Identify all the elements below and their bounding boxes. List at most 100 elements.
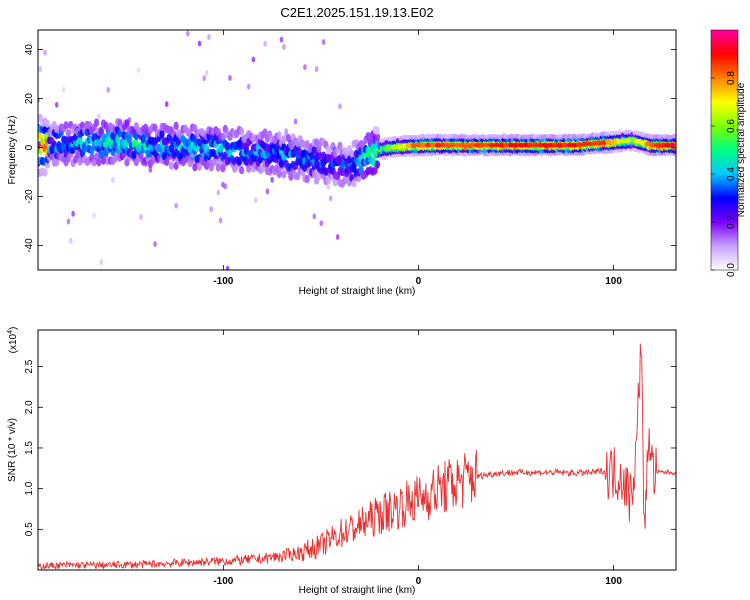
heat-cell xyxy=(251,56,256,63)
heat-cell xyxy=(444,142,451,148)
heat-cell xyxy=(390,144,398,150)
heat-cell xyxy=(239,165,245,175)
heat-cell xyxy=(532,142,539,148)
colorbar-ticks: 0.0 0.2 0.4 0.6 0.8 xyxy=(711,71,737,277)
heat-cell xyxy=(279,36,284,43)
heat-cell xyxy=(385,145,393,150)
heat-cell xyxy=(542,142,549,148)
colorbar: 0.0 0.2 0.4 0.6 0.8 Normalized spectral ampl… xyxy=(710,29,747,277)
spectrogram-heatmap xyxy=(38,30,676,270)
heat-cell xyxy=(42,168,48,177)
snr-series-line xyxy=(38,343,676,570)
heat-cell xyxy=(507,142,515,148)
heat-cell xyxy=(106,86,111,93)
heat-cell xyxy=(639,140,647,146)
heat-cell xyxy=(202,75,207,82)
heat-cell xyxy=(566,142,573,148)
heat-cell xyxy=(400,143,408,149)
heat-cell xyxy=(551,142,559,148)
heat-cell xyxy=(311,169,317,179)
heat-cell xyxy=(63,121,69,130)
heat-cell xyxy=(65,128,72,138)
heat-cell xyxy=(349,149,355,158)
heat-cell xyxy=(415,142,422,148)
spectrogram-axes: -100 0 100 -40 -20 0 20 40 xyxy=(24,30,676,287)
x-tick-label: -100 xyxy=(213,576,233,587)
heat-cell xyxy=(262,128,268,137)
heat-cell xyxy=(153,241,157,248)
heat-cell xyxy=(624,138,632,144)
heat-cell xyxy=(246,83,251,90)
heat-cell xyxy=(503,142,510,148)
spectrogram-frame xyxy=(37,29,677,271)
heat-cell xyxy=(629,137,637,143)
colorbar-gradient xyxy=(710,29,739,271)
y-tick-label: 40 xyxy=(24,44,35,56)
heat-cell xyxy=(454,142,461,148)
heat-cell xyxy=(192,162,198,172)
x-tick-label: 100 xyxy=(605,576,622,587)
x-tick-label: 0 xyxy=(416,276,422,287)
y-tick-label: 1.0 xyxy=(24,481,35,495)
heat-cell xyxy=(615,139,622,144)
heat-cell xyxy=(168,161,175,170)
colorbar-tick-label: 0.0 xyxy=(726,263,737,277)
colorbar-tick-label: 0.2 xyxy=(726,215,737,229)
heat-cell xyxy=(71,210,75,217)
heat-cell xyxy=(218,217,223,224)
heat-cell xyxy=(556,142,564,148)
heat-cell xyxy=(265,188,270,195)
heat-cell xyxy=(239,127,245,136)
y-tick-label: -20 xyxy=(24,189,35,204)
colorbar-tick-label: 0.6 xyxy=(726,119,737,133)
heat-cell xyxy=(351,178,357,188)
heat-cell xyxy=(488,142,495,148)
y-tick-label: -40 xyxy=(24,238,35,253)
snr-x-label: Height of straight line (km) xyxy=(299,585,416,596)
heat-cell xyxy=(93,118,100,127)
heat-cell xyxy=(49,152,55,161)
heat-cell xyxy=(276,131,282,140)
heat-cell xyxy=(367,137,374,146)
heat-cell xyxy=(136,67,141,74)
heat-cell xyxy=(143,160,148,167)
heat-cell xyxy=(223,183,228,190)
heat-cell xyxy=(54,158,60,167)
spectrogram-panel: -100 0 100 -40 -20 0 20 40 Height of straight l… xyxy=(7,29,677,297)
heat-cell xyxy=(209,206,214,213)
heat-cell xyxy=(126,133,132,142)
heat-cell xyxy=(478,142,486,148)
heat-cell xyxy=(148,166,153,173)
heat-cell xyxy=(38,131,43,140)
heat-cell xyxy=(99,259,104,266)
heat-cell xyxy=(595,140,603,146)
heat-cell xyxy=(319,220,324,227)
y-tick-label: 2.0 xyxy=(24,400,35,414)
heat-cell xyxy=(634,139,642,144)
heat-cell xyxy=(293,118,298,125)
heat-cell xyxy=(649,142,656,148)
heat-cell xyxy=(449,142,456,148)
heat-cell xyxy=(468,142,476,148)
heat-cell xyxy=(96,158,102,167)
heat-cell xyxy=(668,142,676,148)
heat-cell xyxy=(464,142,471,148)
heat-cell xyxy=(127,117,132,124)
heat-cell xyxy=(493,142,500,148)
heat-cell xyxy=(326,183,331,190)
heat-cell xyxy=(54,101,59,108)
y-tick-label: 0.5 xyxy=(24,522,35,536)
heat-cell xyxy=(225,142,231,151)
heat-cell xyxy=(546,142,554,148)
snr-line xyxy=(38,343,676,570)
snr-frame xyxy=(37,329,677,571)
y-tick-label: 1.5 xyxy=(24,441,35,455)
heat-cell xyxy=(100,156,107,165)
heat-cell xyxy=(159,129,165,139)
heat-cell xyxy=(43,49,47,56)
snr-axes: -100 0 100 0.5 1.0 1.5 2.0 2.5 xyxy=(24,330,676,587)
heat-cell xyxy=(314,66,319,73)
heat-cell xyxy=(281,170,287,179)
heat-cell xyxy=(576,142,583,148)
